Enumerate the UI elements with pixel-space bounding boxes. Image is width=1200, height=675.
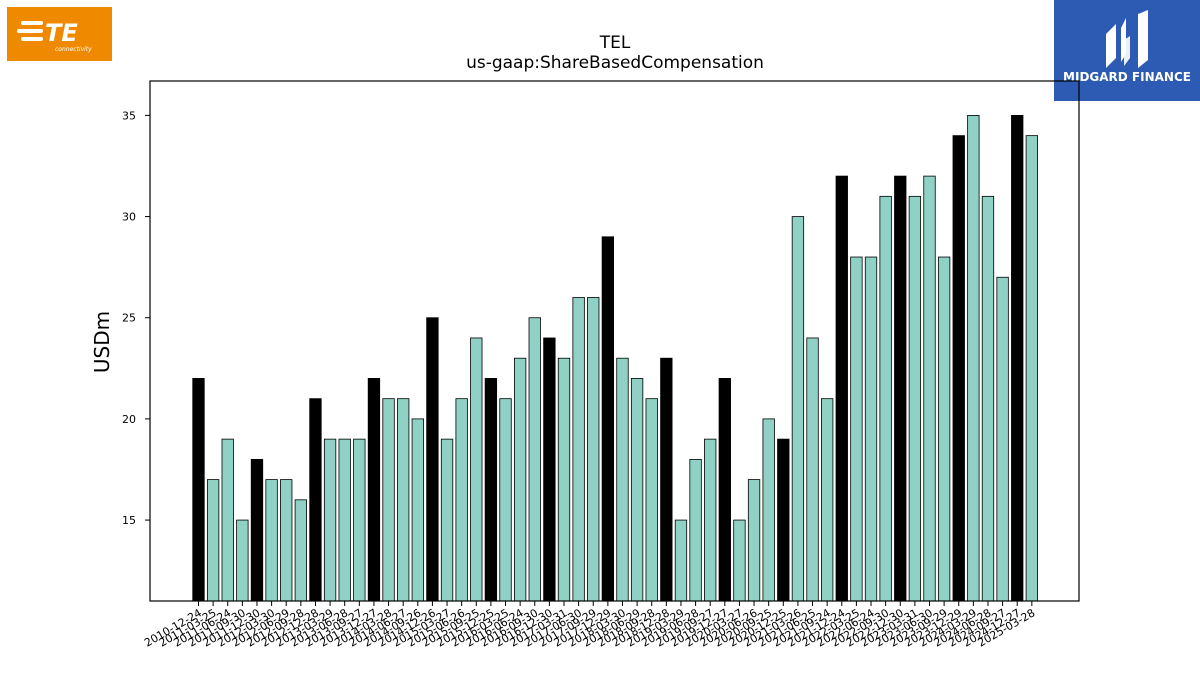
bar-2016-03-25 [499,398,512,602]
bar-2017-12-29 [601,236,615,602]
bar-2015-12-25 [484,378,498,602]
bar-2022-06-24 [864,256,878,602]
bar-2019-03-29 [674,519,688,602]
bar-2022-03-25 [850,256,863,602]
bar-2021-06-25 [806,337,819,602]
bar-2019-09-27 [704,438,717,602]
bar-2018-09-28 [645,398,658,602]
chart-subtitle: us-gaap:ShareBasedCompensation [466,53,764,73]
bar-2024-06-28 [981,195,995,602]
bar-2013-03-29 [323,438,337,602]
y-axis-label: USDm [90,311,114,373]
bar-2018-03-30 [616,357,629,602]
bar-2020-03-27 [733,519,746,602]
bar-2015-06-26 [455,398,468,602]
chart-title: TEL [599,33,631,53]
bar-2012-09-28 [294,499,307,602]
bar-2013-06-28 [338,438,351,602]
y-tick-label: 15 [122,514,136,527]
bar-2011-09-30 [236,519,249,602]
bar-2010-12-24 [192,378,205,602]
bar-2015-03-27 [440,438,454,602]
bar-2019-06-28 [689,458,702,602]
bar-2024-12-27 [1011,115,1024,602]
bar-2021-09-24 [821,398,834,602]
bar-2023-03-31 [908,195,922,602]
y-tick-label: 35 [122,109,136,122]
bar-2014-03-28 [382,398,395,602]
bar-2018-06-29 [630,378,644,602]
bar-2023-12-29 [952,135,965,602]
bar-2017-03-31 [557,357,571,602]
bar-2023-06-30 [923,175,936,602]
bar-2011-12-30 [250,458,264,602]
svg-text:connectivity: connectivity [55,46,92,53]
plot-frame [149,80,1080,602]
bar-2021-03-26 [791,216,805,602]
bar-2017-09-29 [587,297,600,602]
bar-2016-12-30 [543,337,556,602]
bar-2012-06-29 [280,479,293,602]
y-tick-label: 20 [122,413,136,426]
bar-2016-09-30 [528,317,541,602]
bar-2014-12-26 [426,317,439,602]
svg-text:MIDGARD FINANCE: MIDGARD FINANCE [1063,70,1191,84]
bar-2025-03-28 [1025,135,1038,602]
x-axis: 2010-12-242011-03-252011-06-242011-09-30… [142,601,1037,650]
bar-2017-06-30 [572,297,585,602]
bar-2012-12-28 [309,398,322,602]
bar-2024-03-29 [967,115,980,602]
bar-2014-09-26 [411,418,424,602]
bar-2015-09-25 [470,337,483,602]
y-axis: 15 20 25 30 35 [122,109,150,527]
bar-2023-09-29 [937,256,951,602]
bar-2013-12-27 [367,378,381,602]
bar-2011-03-25 [206,479,220,602]
bar-2024-09-27 [996,276,1009,602]
te-connectivity-logo: TE connectivity [7,7,112,61]
y-tick-label: 30 [122,211,136,224]
bar-2016-06-24 [513,357,527,602]
midgard-finance-logo: MIDGARD FINANCE [1054,0,1200,101]
bar-2021-12-24 [835,175,848,602]
bar-2022-12-30 [894,175,907,602]
bar-2013-09-27 [353,438,366,602]
svg-text:TE: TE [45,19,78,47]
bar-2022-09-30 [879,195,892,602]
bar-2018-12-28 [660,357,673,602]
bar-2011-06-24 [221,438,234,602]
bar-2014-06-27 [397,398,410,602]
bar-2020-12-25 [777,438,790,602]
bar-2019-12-27 [718,378,731,602]
y-tick-label: 25 [122,312,136,325]
bar-2020-06-26 [747,479,761,602]
bar-2020-09-25 [762,418,775,602]
bar-2012-03-30 [265,479,278,602]
bars-group [192,115,1038,602]
